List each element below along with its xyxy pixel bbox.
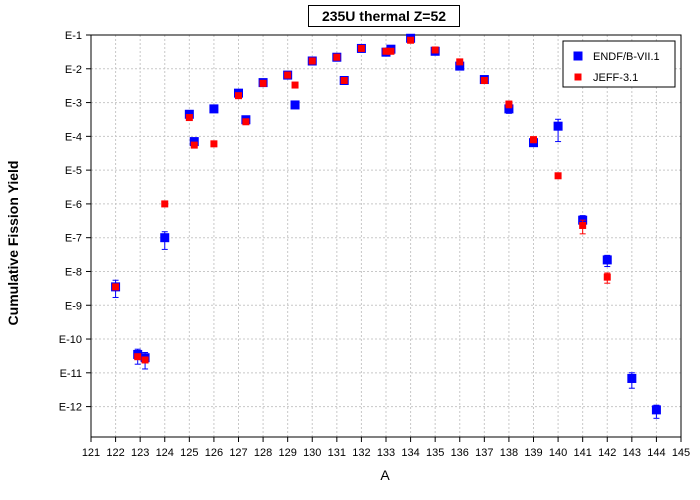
x-tick-label: 125 — [180, 447, 198, 459]
grid — [90, 34, 682, 437]
x-tick-label: 141 — [573, 447, 591, 459]
data-point — [553, 121, 563, 131]
x-tick-label: 134 — [401, 447, 419, 459]
x-tick-label: 139 — [524, 447, 542, 459]
data-point — [134, 353, 142, 361]
data-point — [189, 137, 199, 147]
x-tick-label: 128 — [254, 447, 272, 459]
y-axis-label: Cumulative Fission Yield — [5, 161, 21, 326]
series-group — [111, 33, 661, 419]
data-point — [357, 44, 365, 52]
x-tick-label: 130 — [303, 447, 321, 459]
x-tick-label: 140 — [549, 447, 567, 459]
data-point — [308, 57, 316, 65]
x-tick-label: 121 — [82, 447, 100, 459]
x-tick-label: 129 — [278, 447, 296, 459]
data-point — [455, 61, 465, 71]
x-ticks: 121 122 123 124 125 126 127 128 129 130 131 132 133 1… — [82, 437, 690, 459]
data-point — [382, 47, 390, 55]
data-point — [242, 118, 250, 126]
data-point — [504, 104, 514, 114]
data-point — [627, 373, 637, 383]
y-tick-label: E-7 — [65, 233, 82, 245]
x-axis-label: A — [380, 467, 390, 483]
data-point — [407, 36, 415, 44]
y-tick-label: E-10 — [59, 334, 82, 346]
x-tick-label: 122 — [106, 447, 124, 459]
y-tick-label: E-4 — [65, 131, 82, 143]
y-tick-label: E-5 — [65, 165, 82, 177]
legend: ENDF/B-VII.1 JEFF-3.1 — [562, 40, 676, 88]
data-point — [530, 136, 537, 144]
data-point — [210, 140, 218, 148]
chart-title: 235U thermal Z=52 — [308, 5, 460, 27]
x-tick-label: 131 — [328, 447, 346, 459]
legend-marker — [574, 73, 582, 81]
x-tick-label: 142 — [598, 447, 616, 459]
data-point — [651, 405, 661, 415]
data-point — [602, 255, 612, 265]
x-tick-label: 123 — [131, 447, 149, 459]
data-point — [431, 46, 439, 54]
x-tick-label: 127 — [229, 447, 247, 459]
data-point — [235, 92, 242, 100]
data-point — [456, 58, 464, 66]
x-tick-label: 133 — [377, 447, 395, 459]
data-point — [603, 273, 611, 281]
data-point — [387, 47, 395, 55]
data-point — [480, 76, 488, 84]
y-tick-label: E-12 — [59, 402, 82, 414]
y-tick-label: E-6 — [65, 199, 82, 211]
data-point — [141, 356, 149, 364]
data-point — [290, 100, 300, 110]
y-tick-label: E-1 — [65, 30, 82, 42]
data-point — [333, 53, 341, 61]
x-tick-label: 144 — [647, 447, 665, 459]
data-point — [291, 81, 299, 89]
data-point — [579, 221, 587, 229]
data-point — [161, 200, 169, 208]
y-tick-label: E-8 — [65, 266, 82, 278]
data-point — [190, 141, 198, 149]
x-tick-label: 137 — [475, 447, 493, 459]
data-point — [554, 172, 562, 180]
x-tick-label: 143 — [623, 447, 641, 459]
y-ticks: E-1 E-2 E-3 E-4 E-5 E-6 E-7 E-8 E-9 E-10 E-11 E-12 — [59, 30, 91, 414]
data-point — [185, 114, 193, 122]
data-point — [209, 104, 219, 114]
x-tick-label: 126 — [205, 447, 223, 459]
y-tick-label: E-2 — [65, 64, 82, 76]
data-point — [160, 233, 170, 243]
x-tick-label: 124 — [156, 447, 174, 459]
y-tick-label: E-9 — [65, 300, 82, 312]
y-tick-label: E-3 — [65, 98, 82, 110]
x-tick-label: 132 — [352, 447, 370, 459]
legend-label: ENDF/B-VII.1 — [593, 51, 660, 63]
data-point — [259, 79, 267, 87]
x-tick-label: 135 — [426, 447, 444, 459]
data-point — [284, 71, 292, 79]
series-jeff — [112, 36, 611, 364]
legend-label: JEFF-3.1 — [593, 72, 638, 84]
data-point — [112, 283, 120, 291]
x-tick-label: 136 — [451, 447, 469, 459]
data-point — [340, 76, 348, 84]
y-tick-label: E-11 — [60, 368, 82, 380]
legend-marker — [573, 51, 583, 61]
x-tick-label: 138 — [500, 447, 518, 459]
x-tick-label: 145 — [672, 447, 690, 459]
legend-box — [562, 40, 676, 88]
data-point — [505, 100, 513, 108]
